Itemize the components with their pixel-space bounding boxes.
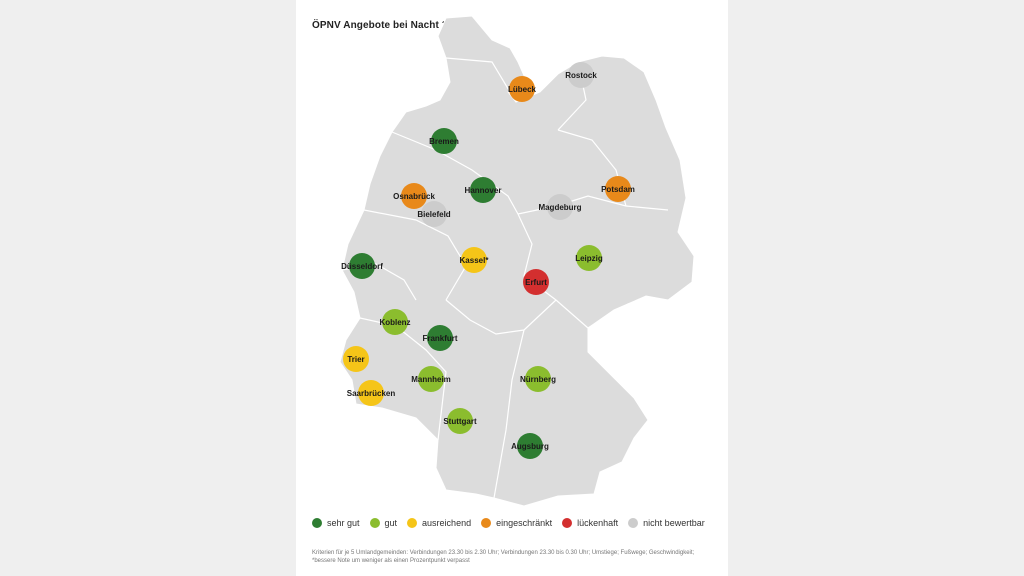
city-markers: Lübeck Rostock Bremen Hannover Osnabrück Biel… (341, 62, 635, 459)
city-label-kassel: Kassel* (460, 256, 490, 265)
city-marker-bielefeld: Bielefeld (417, 201, 451, 227)
legend-label-lueckenhaft: lückenhaft (577, 518, 619, 528)
city-marker-nürnberg: Nürnberg (520, 366, 556, 392)
city-marker-leipzig: Leipzig (575, 245, 603, 271)
city-marker-koblenz: Koblenz (379, 309, 411, 335)
city-dot-stuttgart (447, 408, 473, 434)
legend: sehr gut gut ausreichend eingeschränkt l… (312, 518, 722, 528)
legend-label-nicht-bewertbar: nicht bewertbar (643, 518, 705, 528)
city-dot-bielefeld (421, 201, 447, 227)
city-marker-erfurt: Erfurt (523, 269, 549, 295)
legend-item-nicht-bewertbar: nicht bewertbar (628, 518, 705, 528)
city-marker-osnabrück: Osnabrück (393, 183, 435, 209)
city-label-rostock: Rostock (565, 71, 597, 80)
city-marker-bremen: Bremen (429, 128, 459, 154)
legend-item-eingeschraenkt: eingeschränkt (481, 518, 552, 528)
city-label-potsdam: Potsdam (601, 185, 635, 194)
city-dot-leipzig (576, 245, 602, 271)
city-dot-erfurt (523, 269, 549, 295)
city-marker-saarbrücken: Saarbrücken (347, 380, 396, 406)
legend-label-eingeschraenkt: eingeschränkt (496, 518, 553, 528)
map-card: ÖPNV Angebote bei Nacht 2025 Lübeck Rosto… (296, 0, 728, 576)
legend-dot-eingeschraenkt (481, 518, 492, 528)
city-label-augsburg: Augsburg (511, 442, 549, 451)
city-label-düsseldorf: Düsseldorf (341, 262, 383, 271)
city-marker-stuttgart: Stuttgart (443, 408, 477, 434)
legend-dot-sehr-gut (312, 518, 322, 528)
footnote: Kriterien für je 5 Umlandgemeinden: Verb… (312, 550, 695, 564)
city-dot-saarbrücken (358, 380, 384, 406)
city-dot-osnabrück (401, 183, 427, 209)
city-marker-potsdam: Potsdam (601, 176, 635, 202)
city-marker-magdeburg: Magdeburg (538, 194, 582, 220)
city-label-magdeburg: Magdeburg (538, 203, 581, 212)
legend-dot-lueckenhaft (562, 518, 573, 528)
city-label-nürnberg: Nürnberg (520, 375, 556, 384)
city-marker-trier: Trier (343, 346, 369, 372)
city-label-trier: Trier (347, 355, 364, 364)
city-marker-mannheim: Mannheim (411, 366, 451, 392)
city-dot-koblenz (382, 309, 408, 335)
legend-label-sehr-gut: sehr gut (327, 518, 360, 528)
city-marker-augsburg: Augsburg (511, 433, 549, 459)
legend-item-gut: gut (369, 518, 398, 528)
legend-item-ausreichend: ausreichend (407, 518, 471, 528)
city-label-bielefeld: Bielefeld (417, 210, 450, 219)
city-dot-augsburg (517, 433, 543, 459)
city-label-saarbrücken: Saarbrücken (347, 389, 396, 398)
city-label-osnabrück: Osnabrück (393, 192, 435, 201)
legend-item-sehr-gut: sehr gut (312, 518, 360, 528)
legend-label-gut: gut (384, 518, 398, 528)
city-label-koblenz: Koblenz (379, 318, 410, 327)
city-label-bremen: Bremen (429, 137, 459, 146)
city-dot-bremen (431, 128, 457, 154)
city-dot-kassel (461, 247, 487, 273)
city-dot-rostock (568, 62, 594, 88)
city-label-erfurt: Erfurt (525, 278, 547, 287)
city-label-lübeck: Lübeck (508, 85, 537, 94)
legend-dot-gut (369, 518, 380, 528)
city-marker-frankfurt: Frankfurt (422, 325, 458, 351)
city-dot-trier (343, 346, 369, 372)
city-dot-potsdam (605, 176, 631, 202)
city-marker-kassel: Kassel* (460, 247, 490, 273)
map-title: ÖPNV Angebote bei Nacht 2025 (312, 20, 465, 31)
city-dot-düsseldorf (349, 253, 375, 279)
legend-label-ausreichend: ausreichend (422, 518, 472, 528)
city-dot-magdeburg (547, 194, 573, 220)
city-label-stuttgart: Stuttgart (443, 417, 477, 426)
city-label-frankfurt: Frankfurt (422, 334, 457, 343)
city-label-leipzig: Leipzig (575, 254, 603, 263)
city-dot-frankfurt (427, 325, 453, 351)
city-dot-nürnberg (525, 366, 551, 392)
city-marker-düsseldorf: Düsseldorf (341, 253, 383, 279)
city-label-mannheim: Mannheim (411, 375, 451, 384)
city-marker-lübeck: Lübeck (508, 76, 537, 102)
city-marker-rostock: Rostock (565, 62, 597, 88)
city-marker-hannover: Hannover (465, 177, 502, 203)
city-dot-mannheim (418, 366, 444, 392)
city-dot-lübeck (509, 76, 535, 102)
legend-dot-ausreichend (407, 518, 418, 528)
legend-dot-nicht-bewertbar (628, 518, 639, 528)
germany-map: Lübeck Rostock Bremen Hannover Osnabrück Biel… (339, 15, 695, 507)
city-dot-hannover (470, 177, 496, 203)
legend-item-lueckenhaft: lückenhaft (562, 518, 618, 528)
city-label-hannover: Hannover (465, 186, 502, 195)
